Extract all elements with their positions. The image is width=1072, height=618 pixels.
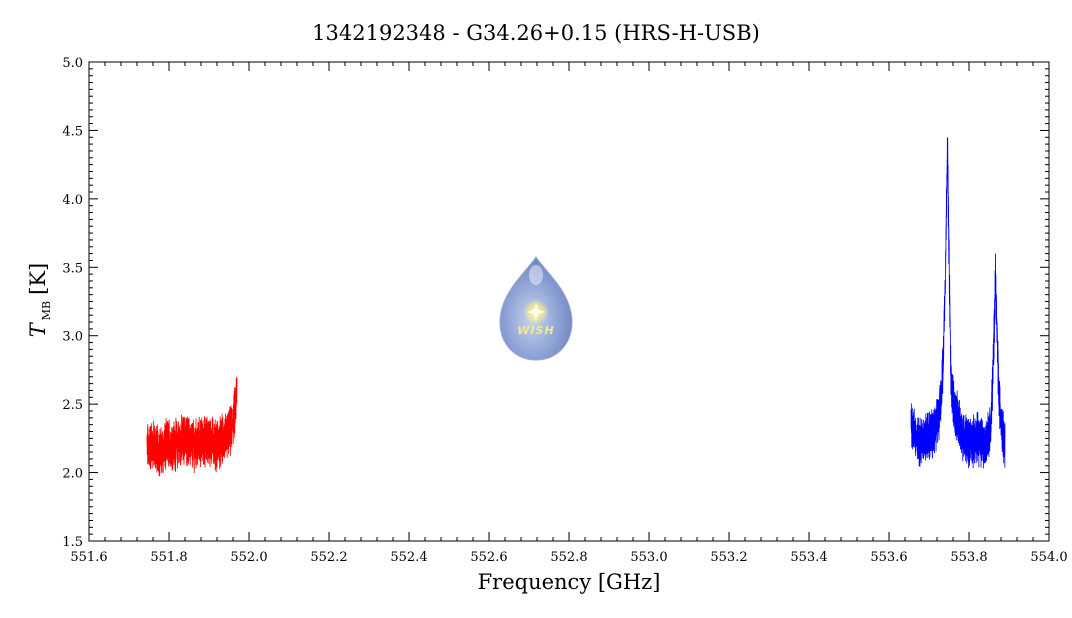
y-tick-label: 4.5 xyxy=(62,124,83,139)
spectrum-series-1 xyxy=(910,137,1006,469)
y-axis-symbol: T xyxy=(26,321,50,337)
x-tick-label: 553.6 xyxy=(870,550,907,565)
series-layer xyxy=(146,137,1006,477)
y-tick-labels: 1.5 2.0 2.5 3.0 3.5 4.0 4.5 5.0 xyxy=(62,56,83,550)
x-tick-label: 553.4 xyxy=(790,550,827,565)
x-tick-label: 551.6 xyxy=(70,550,107,565)
y-axis-unit: [K] xyxy=(26,263,50,295)
x-tick-label: 552.0 xyxy=(230,550,267,565)
x-axis-title: Frequency [GHz] xyxy=(478,570,661,594)
plot-frame xyxy=(88,61,1050,542)
y-tick-label: 2.5 xyxy=(62,398,83,413)
y-tick-label: 3.0 xyxy=(62,330,83,345)
x-tick-label: 552.8 xyxy=(550,550,587,565)
x-tick-label: 552.6 xyxy=(470,550,507,565)
y-axis-title: TMB [K] xyxy=(26,263,53,337)
y-tick-label: 3.5 xyxy=(62,261,83,276)
x-tick-label: 551.8 xyxy=(150,550,187,565)
y-tick-label: 2.0 xyxy=(62,467,83,482)
x-tick-label: 552.2 xyxy=(310,550,347,565)
chart-title: 1342192348 - G34.26+0.15 (HRS-H-USB) xyxy=(312,21,760,45)
x-tick-label: 552.4 xyxy=(390,550,427,565)
y-tick-label: 4.0 xyxy=(62,193,83,208)
y-tick-label: 5.0 xyxy=(62,56,83,71)
spectrum-series-0 xyxy=(146,376,238,477)
x-tick-label: 554.0 xyxy=(1030,550,1067,565)
wish-logo: WISH xyxy=(499,256,573,361)
x-tick-label: 553.2 xyxy=(710,550,747,565)
y-axis-subscript: MB xyxy=(40,301,53,320)
drop-highlight xyxy=(529,265,543,285)
x-tick-label: 553.0 xyxy=(630,550,667,565)
logo-label: WISH xyxy=(517,324,554,337)
axis-ticks xyxy=(88,61,1050,542)
y-tick-label: 1.5 xyxy=(62,535,83,550)
star-sparkle-icon xyxy=(526,302,546,322)
x-tick-labels: 551.6 551.8 552.0 552.2 552.4 552.6 552.8 553.0… xyxy=(70,550,1067,565)
x-tick-label: 553.8 xyxy=(950,550,987,565)
